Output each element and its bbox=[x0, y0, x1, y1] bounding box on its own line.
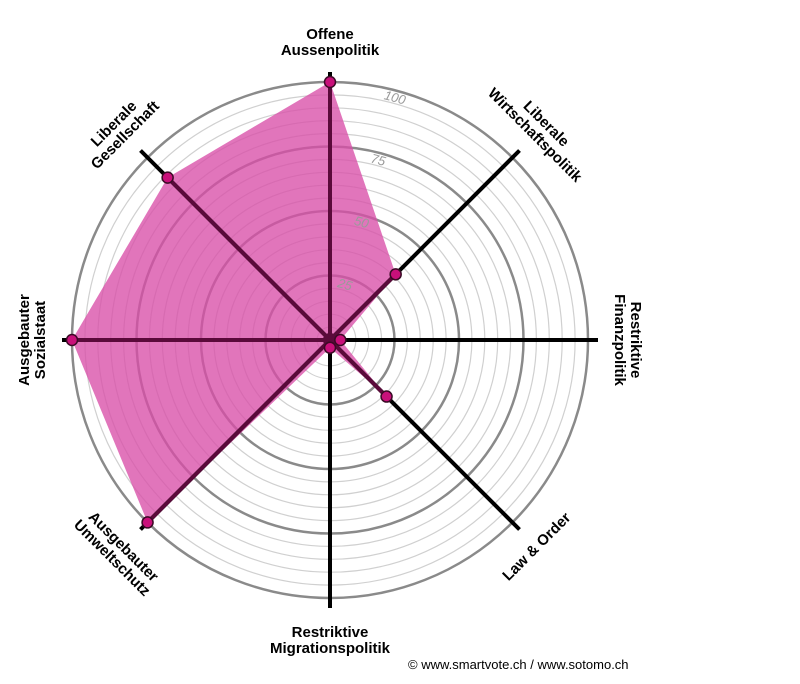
data-point bbox=[323, 341, 337, 354]
axis-spoke-covered bbox=[166, 176, 332, 342]
tick-label: 100 bbox=[383, 87, 409, 107]
credit-text: © www.smartvote.ch / www.sotomo.ch bbox=[408, 657, 629, 672]
data-points bbox=[65, 75, 402, 529]
axis-label: Restriktive bbox=[627, 302, 644, 379]
axis-spoke-covered bbox=[328, 272, 398, 342]
tick-label: 50 bbox=[353, 213, 372, 231]
tick-label: 25 bbox=[335, 275, 355, 294]
tick-labels: 25 50 75 100 bbox=[335, 87, 408, 293]
axis-label: Ausgebauter bbox=[16, 294, 33, 386]
axis-label: Aussenpolitik bbox=[281, 42, 380, 59]
data-area bbox=[72, 82, 396, 523]
axis-spoke-covered bbox=[328, 338, 388, 398]
tick-label: 75 bbox=[369, 151, 388, 169]
data-area-layer bbox=[72, 82, 396, 523]
axis-label: Migrationspolitik bbox=[270, 640, 391, 657]
data-point bbox=[323, 75, 337, 89]
data-point bbox=[380, 390, 393, 403]
data-point bbox=[334, 333, 347, 347]
axis-label-group: Ausgebauter Sozialstaat bbox=[16, 294, 49, 386]
data-point bbox=[161, 171, 174, 184]
axis-label: Finanzpolitik bbox=[611, 294, 628, 386]
axis-label: Sozialstaat bbox=[32, 301, 49, 379]
data-point bbox=[389, 268, 402, 281]
axis-spokes bbox=[62, 72, 598, 608]
axis-label: Restriktive bbox=[292, 624, 369, 641]
axis-spoke-covered bbox=[146, 338, 332, 524]
data-point bbox=[141, 516, 154, 529]
axis-label: Offene bbox=[306, 26, 354, 43]
data-point bbox=[65, 333, 79, 347]
